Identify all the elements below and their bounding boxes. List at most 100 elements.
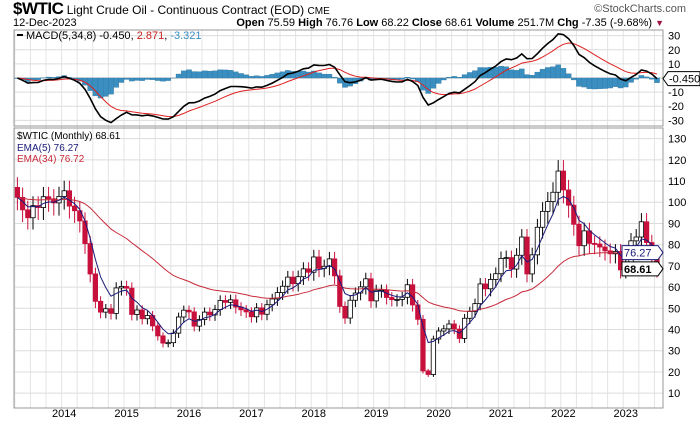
macd-histogram-bar [337,77,343,84]
x-tick-label: 2020 [426,408,450,420]
macd-histogram-bar [144,77,151,80]
candle-down [482,283,489,290]
macd-histogram-bar [503,66,509,79]
candle-down [592,242,598,245]
macd-histogram-bar [581,77,587,88]
candle-up [441,328,447,332]
macd-tick-label: 10 [668,59,680,71]
candle-up [274,292,281,300]
macd-histogram-bar [217,69,223,79]
ema5-legend: EMA(5) 76.27 [17,143,79,154]
high-value: 76.76 [325,17,354,29]
candle-up [217,300,223,310]
ohlc-summary: Open 75.59 High 76.76 Low 68.22 Close 68… [236,17,664,29]
macd-histogram-bar [264,75,270,79]
candle-down [14,186,20,198]
instrument-name: Light Crude Oil - Continuous Contract (E… [66,3,305,17]
macd-histogram-bar [134,77,140,81]
macd-histogram-bar [186,69,192,79]
macd-histogram-bar [545,67,551,79]
candle-up [493,273,499,280]
close-value: 68.61 [444,17,473,29]
candle-up [498,258,504,275]
macd-histogram-bar [181,70,187,79]
candle-down [508,257,515,270]
macd-histogram-bar [45,76,52,79]
macd-histogram-bar [524,74,530,79]
ema5-line [17,195,658,344]
candle-up [638,221,645,238]
macd-tick-label: -10 [668,87,684,99]
chg-label: Chg [557,17,579,29]
candle-down [290,276,296,285]
candle-down [389,297,395,301]
candle-up [40,196,47,208]
candle-up [311,256,317,273]
candle-up [545,201,551,212]
macd-histogram-bar [326,73,333,79]
down-arrow-icon: ▼ [655,18,664,28]
candle-up [227,299,234,303]
close-price-tag-box [621,261,664,277]
macd-histogram-bar [441,77,447,81]
macd-histogram-bar [123,77,130,80]
macd-histogram-bar [654,77,660,83]
macd-histogram-bar [571,77,577,81]
candle-down [368,278,374,302]
candle-up [430,338,437,375]
macd-histogram-bar [519,68,525,79]
candle-up [144,315,150,320]
macd-histogram-bar [35,77,41,80]
high-label: High [298,17,323,29]
price-tick-label: 130 [668,134,686,146]
macd-histogram-bar [191,71,197,79]
open-label: Open [236,17,265,29]
candle-up [503,257,509,260]
candle-down [337,275,343,307]
candle-down [451,323,457,330]
candle-up [269,298,275,306]
macd-tick-label: -20 [668,101,684,113]
macd-histogram-bar [612,77,619,87]
macd-tag-box [662,71,700,87]
macd-histogram-bar [633,77,639,80]
macd-histogram-bar [155,77,161,81]
price-tick-label: 40 [668,325,680,337]
candle-down [51,198,57,204]
macd-histogram-bar [430,77,437,89]
candle-down [248,311,254,318]
macd-legend-label: MACD(5,34,8) -0.450, 2.871, -3.321 [26,30,202,42]
candle-up [279,285,286,294]
candle-up [477,283,483,305]
candle-down [342,305,348,319]
candle-up [170,332,176,344]
macd-histogram-bar [451,76,457,79]
price-tick-label: 100 [668,197,686,209]
candle-down [207,311,213,316]
macd-histogram-bar [576,77,582,87]
candle-down [644,221,650,243]
candle-down [46,196,52,200]
date: 12-Dec-2023 [13,17,77,29]
candle-down [155,325,161,337]
low-value: 68.22 [381,17,409,29]
macd-histogram-bar [259,76,265,79]
macd-histogram-bar [227,70,234,79]
candle-down [25,209,31,219]
candle-down [586,230,593,244]
macd-histogram-bar [331,76,338,79]
close-price-tag: 68.61 [624,264,652,276]
candle-up [134,309,140,315]
candle-up [555,170,561,193]
candle-down [129,287,135,315]
macd-histogram-bar [435,77,442,84]
macd-histogram-bar [175,73,182,79]
macd-histogram-bar [513,70,520,79]
macd-histogram-bar [404,77,411,79]
macd-histogram-bar [539,68,546,79]
chart-title: $WTIC Light Crude Oil - Continuous Contr… [13,0,330,17]
candle-down [160,335,166,344]
candle-up [394,298,400,301]
candle-up [633,236,639,242]
macd-histogram-bar [103,77,109,97]
